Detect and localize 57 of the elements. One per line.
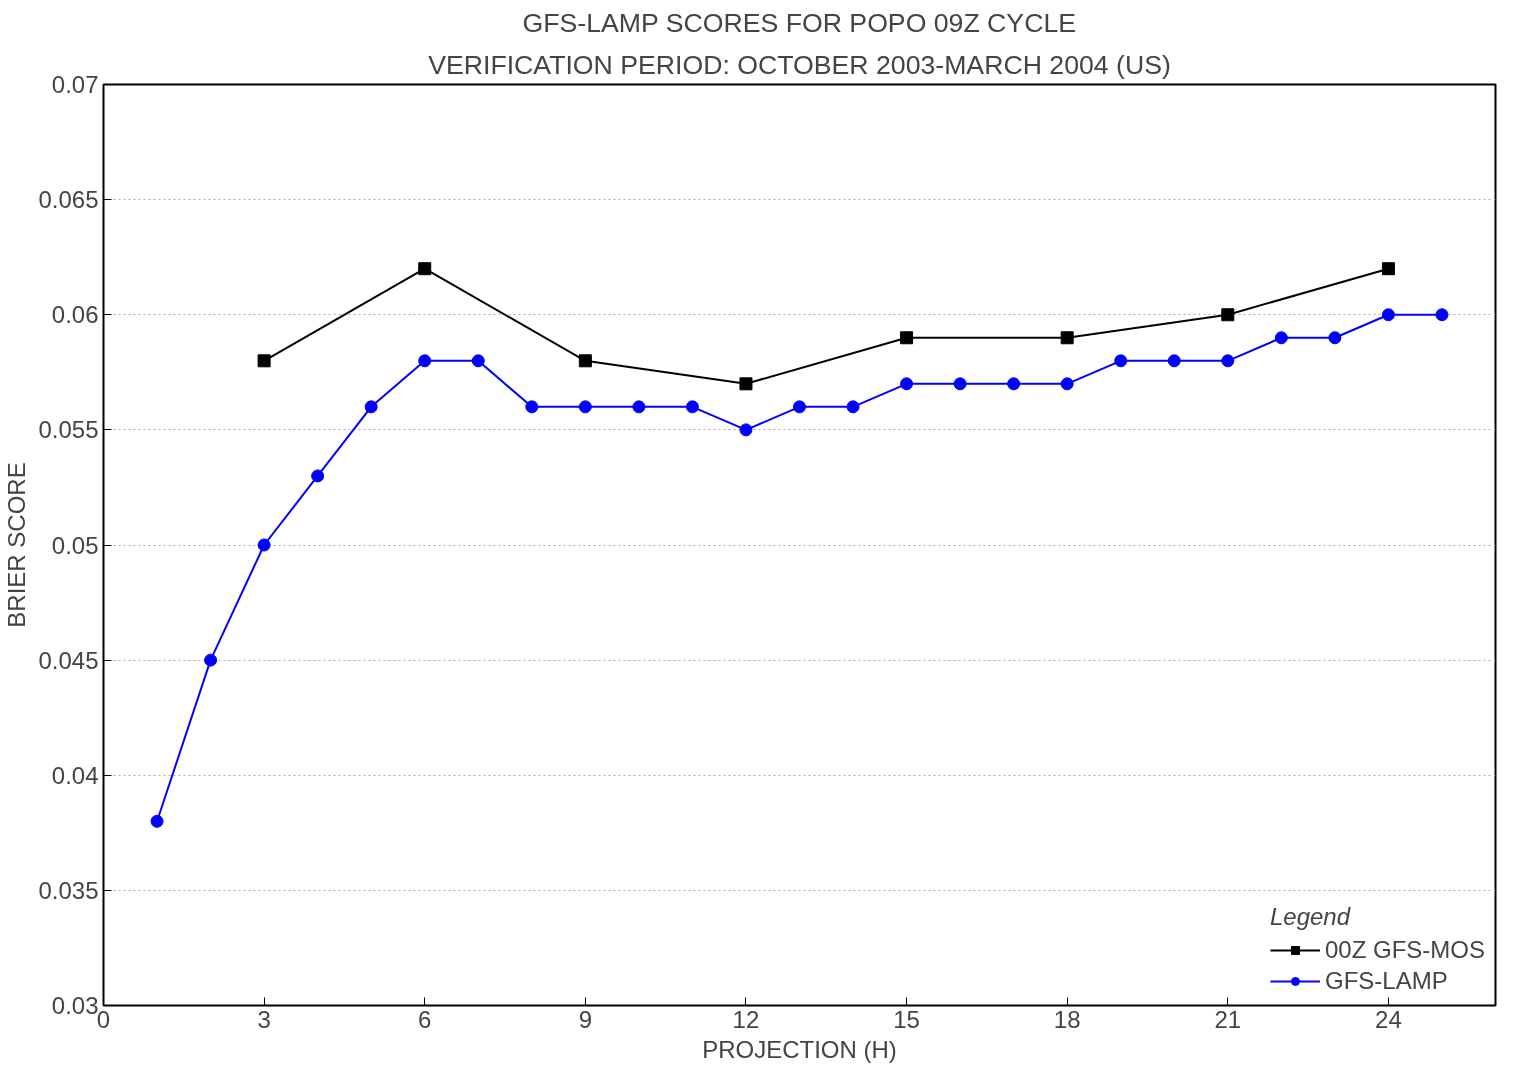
x-tick-label: 18 <box>1053 1005 1081 1033</box>
point <box>1381 308 1395 322</box>
point <box>1167 354 1181 368</box>
point <box>1114 354 1128 368</box>
point <box>1381 262 1395 276</box>
y-tick-label: 0.03 <box>51 992 99 1019</box>
point <box>1274 331 1288 345</box>
point <box>632 400 646 414</box>
x-tick-label: 3 <box>257 1005 271 1033</box>
chart-subtitle: VERIFICATION PERIOD: OCTOBER 2003-MARCH 2004 (US) <box>428 49 1171 80</box>
point <box>1221 354 1235 368</box>
point <box>739 377 753 391</box>
point <box>204 653 218 667</box>
x-tick-label: 6 <box>418 1005 432 1033</box>
point <box>1007 377 1021 391</box>
y-tick-label: 0.06 <box>51 301 99 329</box>
point <box>739 423 753 437</box>
x-tick-label: 9 <box>578 1005 593 1033</box>
y-tick-label: 0.04 <box>51 761 99 789</box>
point <box>578 400 592 414</box>
x-tick-label: 15 <box>893 1005 920 1033</box>
point <box>1221 308 1235 322</box>
y-tick-label: 0.045 <box>38 646 99 674</box>
y-tick-label: 0.065 <box>38 186 99 214</box>
x-tick-label: 21 <box>1214 1005 1242 1033</box>
y-tick-label: 0.055 <box>38 416 99 444</box>
y-tick-label: 0.07 <box>51 71 99 98</box>
point <box>1328 331 1342 345</box>
point <box>900 377 914 391</box>
legend-title: Legend <box>1269 903 1352 931</box>
point <box>1060 377 1074 391</box>
point <box>793 400 806 414</box>
point <box>525 400 539 414</box>
point <box>418 354 432 368</box>
point <box>1060 331 1074 345</box>
point <box>953 377 967 391</box>
point <box>846 400 860 414</box>
chart-title: GFS-LAMP SCORES FOR POPO 09Z CYCLE <box>522 7 1077 38</box>
y-tick-label: 0.05 <box>51 531 99 559</box>
y-axis-title: BRIER SCORE <box>3 462 31 628</box>
point <box>364 400 378 414</box>
point <box>311 469 325 483</box>
y-tick-label: 0.035 <box>38 876 99 904</box>
point <box>685 400 699 414</box>
point <box>257 354 271 368</box>
point <box>150 814 164 828</box>
point <box>900 331 914 345</box>
x-tick-label: 24 <box>1375 1005 1402 1033</box>
x-axis-title: PROJECTION (H) <box>702 1035 897 1063</box>
legend-label: 00Z GFS-MOS <box>1324 936 1485 964</box>
point <box>418 262 432 276</box>
point <box>471 354 485 368</box>
point <box>578 354 592 368</box>
point <box>257 538 271 552</box>
x-tick-label: 12 <box>732 1005 760 1033</box>
point <box>1435 308 1449 322</box>
legend-label: GFS-LAMP <box>1324 967 1448 995</box>
